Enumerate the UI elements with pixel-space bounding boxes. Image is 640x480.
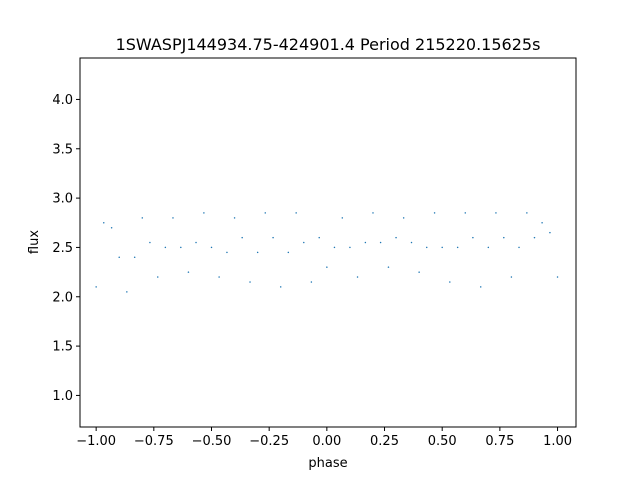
data-point [218,276,220,278]
data-point [510,276,513,278]
x-tick-label: 0.75 [485,434,514,449]
data-point [149,241,151,244]
data-point [556,276,559,278]
data-point [272,236,274,239]
data-point [487,246,490,249]
y-axis: 1.0 1.5 2.0 2.5 3.0 3.5 4.0 [52,93,80,404]
data-point [133,256,136,259]
data-point [95,286,97,288]
x-tick-label: 0.50 [428,434,457,449]
x-tick-label: −0.75 [134,434,174,449]
data-point [103,222,105,224]
data-point [472,236,474,239]
data-point [295,212,297,214]
data-point [479,286,482,288]
plot-frame [79,57,577,428]
data-point [195,241,197,244]
data-point [303,241,305,244]
data-point [418,271,420,273]
data-point [187,271,190,273]
data-point [410,241,413,244]
data-point [526,212,528,214]
data-point [279,286,282,288]
data-point [164,246,167,249]
data-point [518,246,520,249]
data-point [425,246,428,249]
data-point [495,212,497,214]
data-point [287,251,290,254]
data-point [372,212,374,214]
y-tick-label: 3.0 [52,192,73,207]
data-point [395,236,397,239]
data-point [503,236,505,239]
data-point [549,231,551,234]
data-point [118,256,120,259]
data-point [241,236,243,239]
data-point [449,281,451,283]
data-point [456,246,459,249]
data-point [318,236,320,239]
y-tick-label: 2.0 [52,290,73,305]
y-tick-label: 2.5 [52,241,73,256]
data-point [203,212,205,214]
x-tick-label: 0.25 [370,434,399,449]
data-point [356,276,359,278]
data-point [249,281,251,283]
data-point [141,217,144,219]
x-tick-label: 0.00 [312,434,341,449]
x-tick-label: −1.00 [76,434,116,449]
data-point [310,281,313,283]
data-point [349,246,351,249]
x-tick-label: −0.25 [249,434,289,449]
data-point [126,291,128,293]
y-tick-label: 3.5 [52,142,73,157]
data-point [533,236,536,239]
data-point [433,212,436,214]
x-axis-title: phase [308,456,347,471]
x-axis: −1.00 −0.75 −0.50 −0.25 0.00 0.25 0.50 0.75 1.00 [76,427,572,449]
data-points [95,212,559,293]
data-point [210,246,213,249]
data-point [233,217,236,219]
data-point [256,251,259,254]
data-point [441,246,443,249]
data-point [157,276,159,278]
y-axis-title: flux [27,230,42,254]
data-point [333,246,336,249]
data-point [180,246,182,249]
x-tick-label: 1.00 [543,434,572,449]
chart-title: 1SWASPJ144934.75-424901.4 Period 215220.… [116,35,541,54]
data-point [541,222,543,224]
data-point [402,217,405,219]
data-point [364,241,367,244]
y-tick-label: 1.0 [52,389,73,404]
data-point [326,266,328,268]
data-point [387,266,390,268]
data-point [464,212,467,214]
y-tick-label: 1.5 [52,340,73,355]
data-point [226,251,228,254]
data-point [110,226,113,229]
x-tick-label: −0.50 [192,434,232,449]
data-point [341,217,344,219]
y-tick-label: 4.0 [52,93,73,108]
data-point [172,217,174,219]
data-point [264,212,266,214]
data-point [379,241,382,244]
